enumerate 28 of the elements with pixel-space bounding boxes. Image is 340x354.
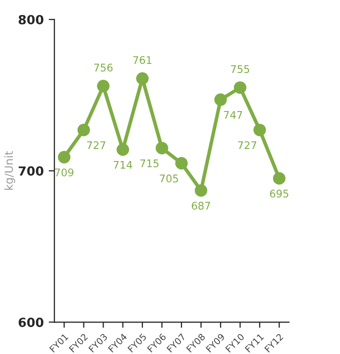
data-label: 727 (87, 141, 106, 149)
data-label: 755 (231, 65, 250, 74)
data-label: 709 (55, 168, 74, 176)
point (58, 150, 70, 164)
point (175, 156, 188, 170)
point (194, 184, 208, 197)
y-tick-label: 700 (18, 166, 44, 176)
data-label: 705 (160, 174, 178, 182)
data-label: 747 (224, 111, 242, 119)
point (97, 80, 110, 92)
point (214, 93, 227, 106)
data-label: 756 (94, 64, 113, 72)
point (234, 81, 246, 94)
point (253, 124, 266, 136)
y-axis-title: kg/Unit (4, 151, 16, 190)
point (77, 124, 90, 136)
data-label: 695 (270, 190, 288, 198)
y-tick-label: 600 (18, 318, 44, 328)
data-label: 727 (238, 141, 256, 149)
point (272, 172, 286, 185)
point (136, 72, 149, 85)
data-label: 687 (192, 202, 210, 210)
point (116, 143, 130, 156)
data-label: 715 (140, 160, 158, 168)
data-label: 761 (133, 56, 152, 64)
data-label: 714 (114, 161, 132, 169)
y-tick-label: 800 (18, 14, 44, 24)
point (156, 142, 168, 154)
